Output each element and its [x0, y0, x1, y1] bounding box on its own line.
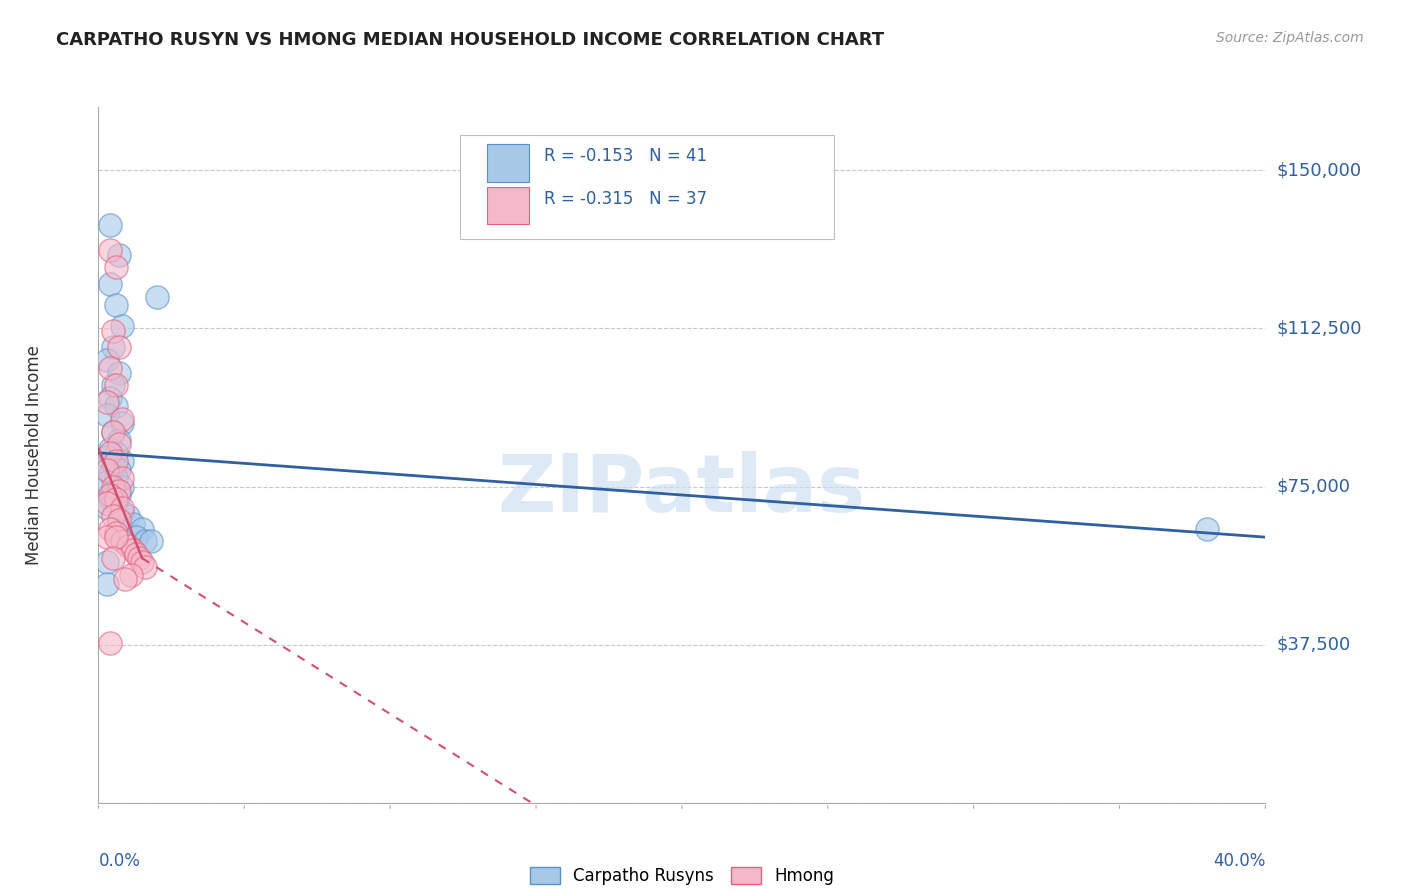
Point: [104, 446, 127, 460]
Text: $150,000: $150,000: [1277, 161, 1361, 179]
Point: [111, 534, 134, 549]
Point: [98, 522, 121, 536]
Point: [98, 635, 121, 649]
Point: [104, 530, 127, 544]
Text: CARPATHO RUSYN VS HMONG MEDIAN HOUSEHOLD INCOME CORRELATION CHART: CARPATHO RUSYN VS HMONG MEDIAN HOUSEHOLD…: [56, 31, 884, 49]
Point: [111, 505, 134, 519]
Point: [101, 425, 124, 439]
Point: [98, 492, 121, 507]
Point: [98, 391, 121, 405]
Point: [108, 483, 131, 498]
Point: [101, 378, 124, 392]
Point: [104, 471, 127, 485]
Point: [122, 517, 145, 532]
Point: [122, 542, 145, 557]
Point: [139, 534, 162, 549]
Text: 40.0%: 40.0%: [1213, 852, 1265, 870]
Point: [96, 576, 118, 591]
Point: [98, 218, 121, 232]
Point: [108, 437, 131, 451]
Point: [128, 551, 150, 566]
Point: [101, 340, 124, 354]
Point: [96, 475, 118, 490]
Point: [108, 247, 131, 261]
Point: [117, 539, 139, 553]
Point: [101, 425, 124, 439]
Point: [1195, 522, 1218, 536]
Text: R = -0.315   N = 37: R = -0.315 N = 37: [544, 190, 707, 208]
Point: [101, 324, 124, 338]
Point: [108, 513, 131, 527]
Point: [134, 534, 156, 549]
Point: [108, 433, 131, 447]
Point: [96, 463, 118, 477]
Text: $112,500: $112,500: [1277, 319, 1362, 337]
Text: 0.0%: 0.0%: [98, 852, 141, 870]
Point: [117, 509, 139, 524]
Point: [96, 353, 118, 368]
Point: [96, 395, 118, 409]
Point: [98, 442, 121, 456]
Point: [108, 340, 131, 354]
Point: [101, 483, 124, 498]
Point: [104, 525, 127, 540]
Text: R = -0.153   N = 41: R = -0.153 N = 41: [544, 147, 707, 165]
Point: [111, 319, 134, 334]
Point: [108, 488, 131, 502]
Point: [98, 244, 121, 258]
Point: [104, 454, 127, 468]
Point: [96, 496, 118, 510]
Point: [104, 496, 127, 510]
Point: [104, 260, 127, 275]
Point: [101, 509, 124, 524]
Point: [134, 559, 156, 574]
Point: [111, 412, 134, 426]
Point: [111, 500, 134, 515]
FancyBboxPatch shape: [486, 186, 529, 225]
Point: [131, 556, 153, 570]
Point: [98, 467, 121, 481]
Point: [111, 471, 134, 485]
Point: [98, 488, 121, 502]
Point: [146, 290, 169, 304]
Point: [101, 551, 124, 566]
Point: [104, 400, 127, 414]
Point: [101, 458, 124, 473]
Point: [104, 298, 127, 312]
Point: [111, 454, 134, 468]
Point: [114, 572, 136, 586]
Point: [96, 408, 118, 422]
Legend: Carpatho Rusyns, Hmong: Carpatho Rusyns, Hmong: [523, 861, 841, 892]
Text: Source: ZipAtlas.com: Source: ZipAtlas.com: [1216, 31, 1364, 45]
Point: [108, 366, 131, 380]
Point: [98, 446, 121, 460]
Point: [111, 417, 134, 431]
Point: [120, 568, 142, 582]
Text: ZIPatlas: ZIPatlas: [498, 450, 866, 529]
Point: [96, 500, 118, 515]
Point: [96, 530, 118, 544]
Point: [104, 378, 127, 392]
Point: [131, 522, 153, 536]
Point: [101, 479, 124, 493]
Point: [111, 479, 134, 493]
Point: [125, 530, 148, 544]
Point: [108, 463, 131, 477]
Point: [96, 556, 118, 570]
FancyBboxPatch shape: [460, 135, 834, 239]
Point: [96, 450, 118, 464]
FancyBboxPatch shape: [486, 145, 529, 182]
Point: [104, 492, 127, 507]
Point: [125, 547, 148, 561]
Text: Median Household Income: Median Household Income: [25, 345, 44, 565]
Text: $75,000: $75,000: [1277, 477, 1351, 496]
Point: [98, 361, 121, 376]
Text: $37,500: $37,500: [1277, 636, 1351, 654]
Point: [98, 277, 121, 292]
